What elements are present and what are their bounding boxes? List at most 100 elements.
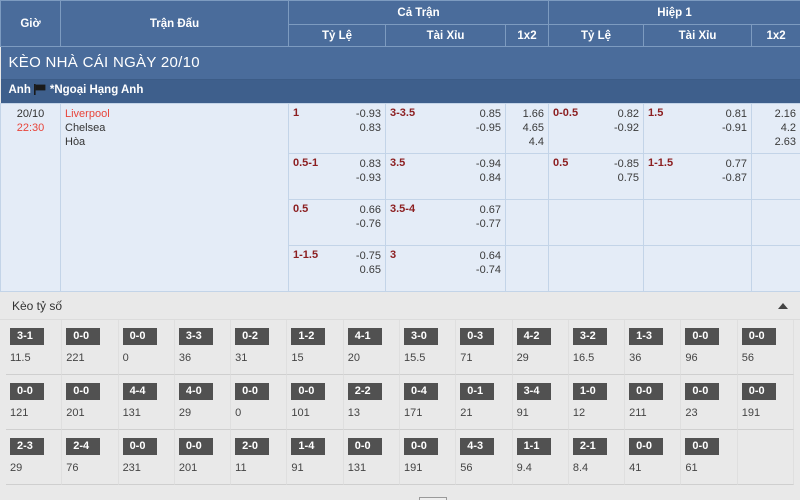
score-chip[interactable]: 0-0	[122, 328, 157, 345]
score-cell[interactable]: 1-0 12	[568, 375, 626, 430]
ft-overunder-line[interactable]: 3	[390, 249, 397, 261]
ft-overunder-odd-under[interactable]: 0.84	[479, 172, 501, 184]
correct-score-panel-header[interactable]: Kèo tỷ số	[0, 292, 800, 320]
score-chip[interactable]: 4-4	[122, 383, 157, 400]
h1-overunder-line[interactable]: 1.5	[648, 107, 664, 119]
score-chip[interactable]: 0-0	[741, 328, 776, 345]
score-chip[interactable]: 1-0	[572, 383, 607, 400]
score-odd[interactable]: 36	[178, 352, 192, 364]
score-chip[interactable]: 0-4	[403, 383, 438, 400]
score-cell[interactable]: 4-0 29	[174, 375, 232, 430]
score-odd[interactable]: 191	[403, 462, 423, 474]
ft-handicap-cell[interactable]: 0.5 0.66 -0.76	[288, 199, 386, 246]
h1-handicap-odd-away[interactable]: -0.92	[613, 122, 640, 134]
score-chip[interactable]: 2-3	[10, 438, 44, 455]
ft-overunder-odd-under[interactable]: -0.77	[475, 218, 501, 230]
ft-overunder-odd-over[interactable]: 0.85	[479, 108, 501, 120]
score-cell[interactable]: 0-0 23	[681, 375, 738, 430]
score-cell[interactable]: 1-1 9.4	[512, 430, 569, 485]
score-chip[interactable]: 0-2	[235, 328, 270, 345]
score-cell[interactable]: 0-0 96	[681, 320, 738, 375]
score-cell[interactable]: 0-2 31	[231, 320, 288, 375]
h1-1x2-cell[interactable]: 2.16 4.2 2.63	[751, 103, 800, 154]
ft-handicap-cell[interactable]: 0.5-1 0.83 -0.93	[288, 153, 386, 200]
h1-overunder-odd-over[interactable]: 0.77	[725, 158, 748, 170]
ft-overunder-odd-under[interactable]: -0.95	[475, 122, 501, 134]
ft-overunder-odd-over[interactable]: 0.67	[479, 204, 501, 216]
score-cell[interactable]: 1-2 15	[287, 320, 344, 375]
h1-handicap-cell[interactable]: 0.5 -0.85 0.75	[548, 153, 645, 200]
score-odd[interactable]: 29	[516, 352, 529, 364]
score-odd[interactable]: 101	[291, 407, 310, 419]
score-odd[interactable]: 11	[235, 462, 247, 474]
score-odd[interactable]: 56	[741, 352, 754, 364]
score-odd[interactable]: 56	[460, 462, 473, 474]
score-odd[interactable]: 221	[66, 352, 85, 364]
score-chip[interactable]: 0-3	[460, 328, 495, 345]
score-chip[interactable]: 0-0	[291, 383, 326, 400]
score-cell[interactable]: 3-0 15.5	[399, 320, 457, 375]
score-odd[interactable]: 96	[685, 352, 698, 364]
score-chip[interactable]: 1-1	[516, 438, 551, 455]
score-odd[interactable]: 29	[178, 407, 192, 419]
score-odd[interactable]: 0	[235, 407, 242, 419]
odds-row[interactable]: 0.5 0.66 -0.76 3.5-4 0.67 -0.77	[1, 199, 800, 246]
score-chip[interactable]: 2-0	[235, 438, 270, 455]
score-chip[interactable]: 0-0	[235, 383, 270, 400]
h1-overunder-odd-under[interactable]: -0.87	[721, 172, 748, 184]
score-cell[interactable]: 4-1 20	[343, 320, 400, 375]
score-odd[interactable]: 0	[122, 352, 129, 364]
ft-handicap-cell[interactable]: 1 -0.93 0.83	[288, 103, 386, 154]
score-odd[interactable]: 91	[291, 462, 304, 474]
score-cell[interactable]: 2-1 8.4	[568, 430, 626, 485]
h1-handicap-line[interactable]: 0.5	[553, 157, 569, 169]
score-odd[interactable]: 171	[403, 407, 423, 419]
score-odd[interactable]: 231	[122, 462, 141, 474]
score-odd[interactable]: 201	[178, 462, 198, 474]
ft-handicap-odd-home[interactable]: -0.93	[355, 108, 381, 120]
h1-overunder-odd-under[interactable]: -0.91	[721, 122, 748, 134]
score-odd[interactable]: 211	[629, 407, 647, 419]
ft-overunder-odd-over[interactable]: -0.94	[475, 158, 501, 170]
score-chip[interactable]: 0-0	[629, 383, 664, 400]
score-chip[interactable]: 0-0	[685, 383, 720, 400]
h1-handicap-odd-away[interactable]: 0.75	[617, 172, 640, 184]
other-score-value[interactable]: 0	[418, 497, 447, 500]
score-cell[interactable]: 0-0 121	[6, 375, 63, 430]
ft-handicap-odd-home[interactable]: -0.75	[355, 250, 381, 262]
score-cell[interactable]: 4-4 131	[118, 375, 175, 430]
score-chip[interactable]: 0-0	[685, 328, 720, 345]
score-chip[interactable]: 2-4	[66, 438, 101, 455]
score-cell[interactable]: 0-0 211	[625, 375, 682, 430]
score-odd[interactable]: 21	[460, 407, 473, 419]
score-chip[interactable]: 0-0	[741, 383, 776, 400]
score-chip[interactable]: 0-0	[629, 438, 664, 455]
score-chip[interactable]: 2-2	[347, 383, 382, 400]
score-cell[interactable]: 0-0 56	[737, 320, 794, 375]
score-chip[interactable]: 0-0	[403, 438, 438, 455]
score-cell[interactable]: 1-3 36	[625, 320, 682, 375]
odds-row[interactable]: 20/10 22:30 Liverpool Chelsea Hòa 1 -0.9…	[0, 103, 800, 292]
score-odd[interactable]: 31	[235, 352, 248, 364]
ft-1x2-home[interactable]: 1.66	[522, 108, 545, 120]
score-chip[interactable]: 3-1	[10, 328, 44, 345]
ft-overunder-cell[interactable]: 3-3.5 0.85 -0.95	[385, 103, 506, 154]
score-odd[interactable]: 15	[291, 352, 304, 364]
h1-1x2-away[interactable]: 2.63	[774, 136, 797, 148]
score-chip[interactable]: 1-2	[291, 328, 326, 345]
score-chip[interactable]: 3-3	[178, 328, 213, 345]
score-chip[interactable]: 0-0	[10, 383, 44, 400]
score-cell[interactable]: 0-0 231	[118, 430, 175, 485]
h1-overunder-line[interactable]: 1-1.5	[648, 157, 674, 169]
score-chip[interactable]: 4-1	[347, 328, 382, 345]
ft-1x2-draw[interactable]: 4.65	[522, 122, 545, 134]
ft-overunder-odd-under[interactable]: -0.74	[475, 264, 501, 276]
score-chip[interactable]: 0-0	[347, 438, 382, 455]
score-cell[interactable]: 0-0 191	[399, 430, 457, 485]
score-odd[interactable]: 191	[741, 407, 761, 419]
score-odd[interactable]: 71	[460, 352, 473, 364]
score-cell[interactable]: 4-3 56	[456, 430, 513, 485]
score-chip[interactable]: 0-0	[122, 438, 157, 455]
h1-handicap-odd-home[interactable]: -0.85	[613, 158, 640, 170]
score-cell[interactable]: 0-0 61	[681, 430, 738, 485]
